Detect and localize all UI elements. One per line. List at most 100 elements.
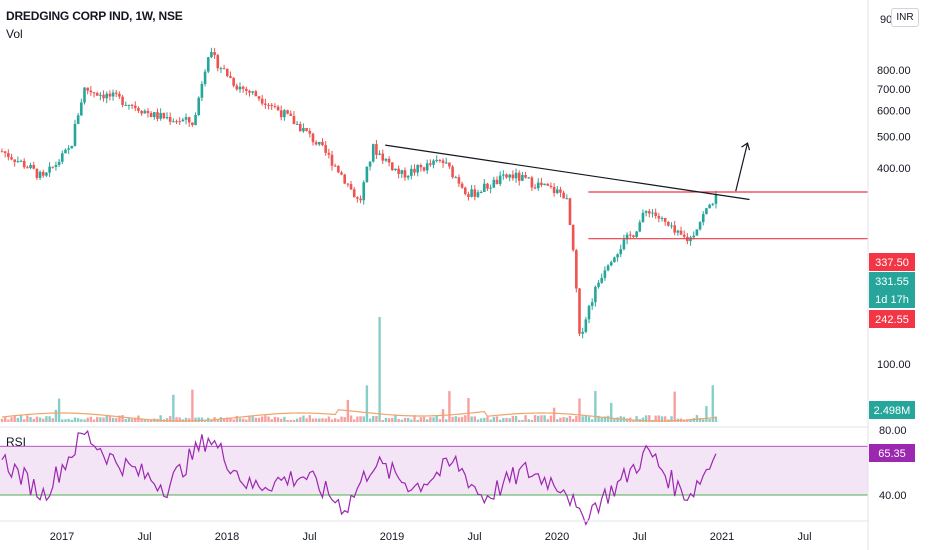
candle-body [118,93,121,97]
candle-body [622,239,626,250]
volume-bar [584,415,588,422]
candle-body [413,168,416,173]
volume-bar [416,419,419,422]
volume-bar [64,419,67,422]
candle-body [701,214,705,223]
candle-body [124,104,128,106]
last-price-badge-bg [869,272,915,290]
candle-body [333,165,337,167]
candle-body [172,121,175,123]
rsi-label: RSI [6,435,27,449]
volume-bar [61,419,64,422]
volume-bar [486,416,489,422]
volume-bar [248,416,251,422]
candle-body [254,91,258,97]
volume-bar [42,418,45,422]
volume-bar [340,416,343,422]
volume-bar [23,419,26,422]
candle-body [384,158,388,161]
volume-bar [184,417,188,422]
volume-bar [232,419,235,422]
volume-bar [67,418,70,422]
candle-body [187,117,191,123]
candle-body [270,104,274,107]
candle-body [16,161,20,163]
candle-body [191,122,194,126]
candle-body [498,175,502,184]
candle-body [238,86,242,90]
candle-body [552,186,556,194]
volume-bar [543,415,546,422]
candle-body [162,112,166,119]
candle-body [536,182,540,189]
candle-body [314,142,318,145]
currency-badge[interactable]: INR [891,8,919,27]
candle-body [527,177,531,179]
volume-bar [83,419,86,422]
volume-bar [705,406,708,422]
time-axis-label: 2021 [710,531,734,543]
time-axis-label: Jul [632,531,646,543]
candle-body [708,204,711,209]
candle-body [387,158,391,163]
volume-bar [337,419,340,422]
candle-body [714,194,718,204]
candle-body [7,153,10,158]
volume-bar [683,419,686,422]
volume-bar [635,416,638,422]
candle-body [565,198,569,200]
candle-body [178,121,181,123]
candle-body [441,160,445,164]
candle-body [594,286,597,303]
candle-body [381,153,385,161]
volume-bar [457,417,461,422]
candle-body [641,212,645,223]
candle-body [540,182,543,186]
volume-bar [299,417,302,422]
candle-body [625,234,629,240]
volume-bar [473,416,476,422]
candle-body [651,212,654,214]
candle-body [73,123,77,146]
price-axis-tick: 500.00 [877,131,911,143]
volume-bar [318,418,321,422]
candle-body [153,112,156,118]
volume-bar [571,418,575,422]
candle-body [26,167,29,169]
candle-body [57,161,61,165]
candle-body [86,87,89,91]
candle-body [108,93,112,97]
candle-body [692,235,696,238]
candle-body [229,76,232,78]
volume-bar [378,317,381,422]
volume-bar [19,415,23,422]
candle-body [279,110,283,118]
candle-body [121,96,124,105]
volume-bar [495,416,499,422]
candle-body [149,113,153,118]
candle-body [298,123,302,132]
volume-bar [711,385,714,422]
price-axis-tick: 90 [880,14,892,26]
candle-body [495,179,499,184]
volume-bar [460,416,464,422]
candle-body [264,103,267,105]
volume-bar [448,391,451,422]
candle-body [168,116,172,122]
volume-bar [32,418,35,422]
candle-body [273,106,277,108]
candle-body [667,221,670,226]
volume-bar [216,419,219,422]
volume-bar [438,419,442,422]
volume-bar [559,417,562,422]
candle-body [105,93,109,99]
candle-body [454,177,458,179]
candle-body [422,167,426,171]
candle-body [206,57,210,72]
candle-body [343,174,346,184]
volume-bar [400,419,404,422]
support-price-badge: 242.55 [875,314,909,326]
candle-body [502,174,505,176]
candle-body [587,305,591,320]
